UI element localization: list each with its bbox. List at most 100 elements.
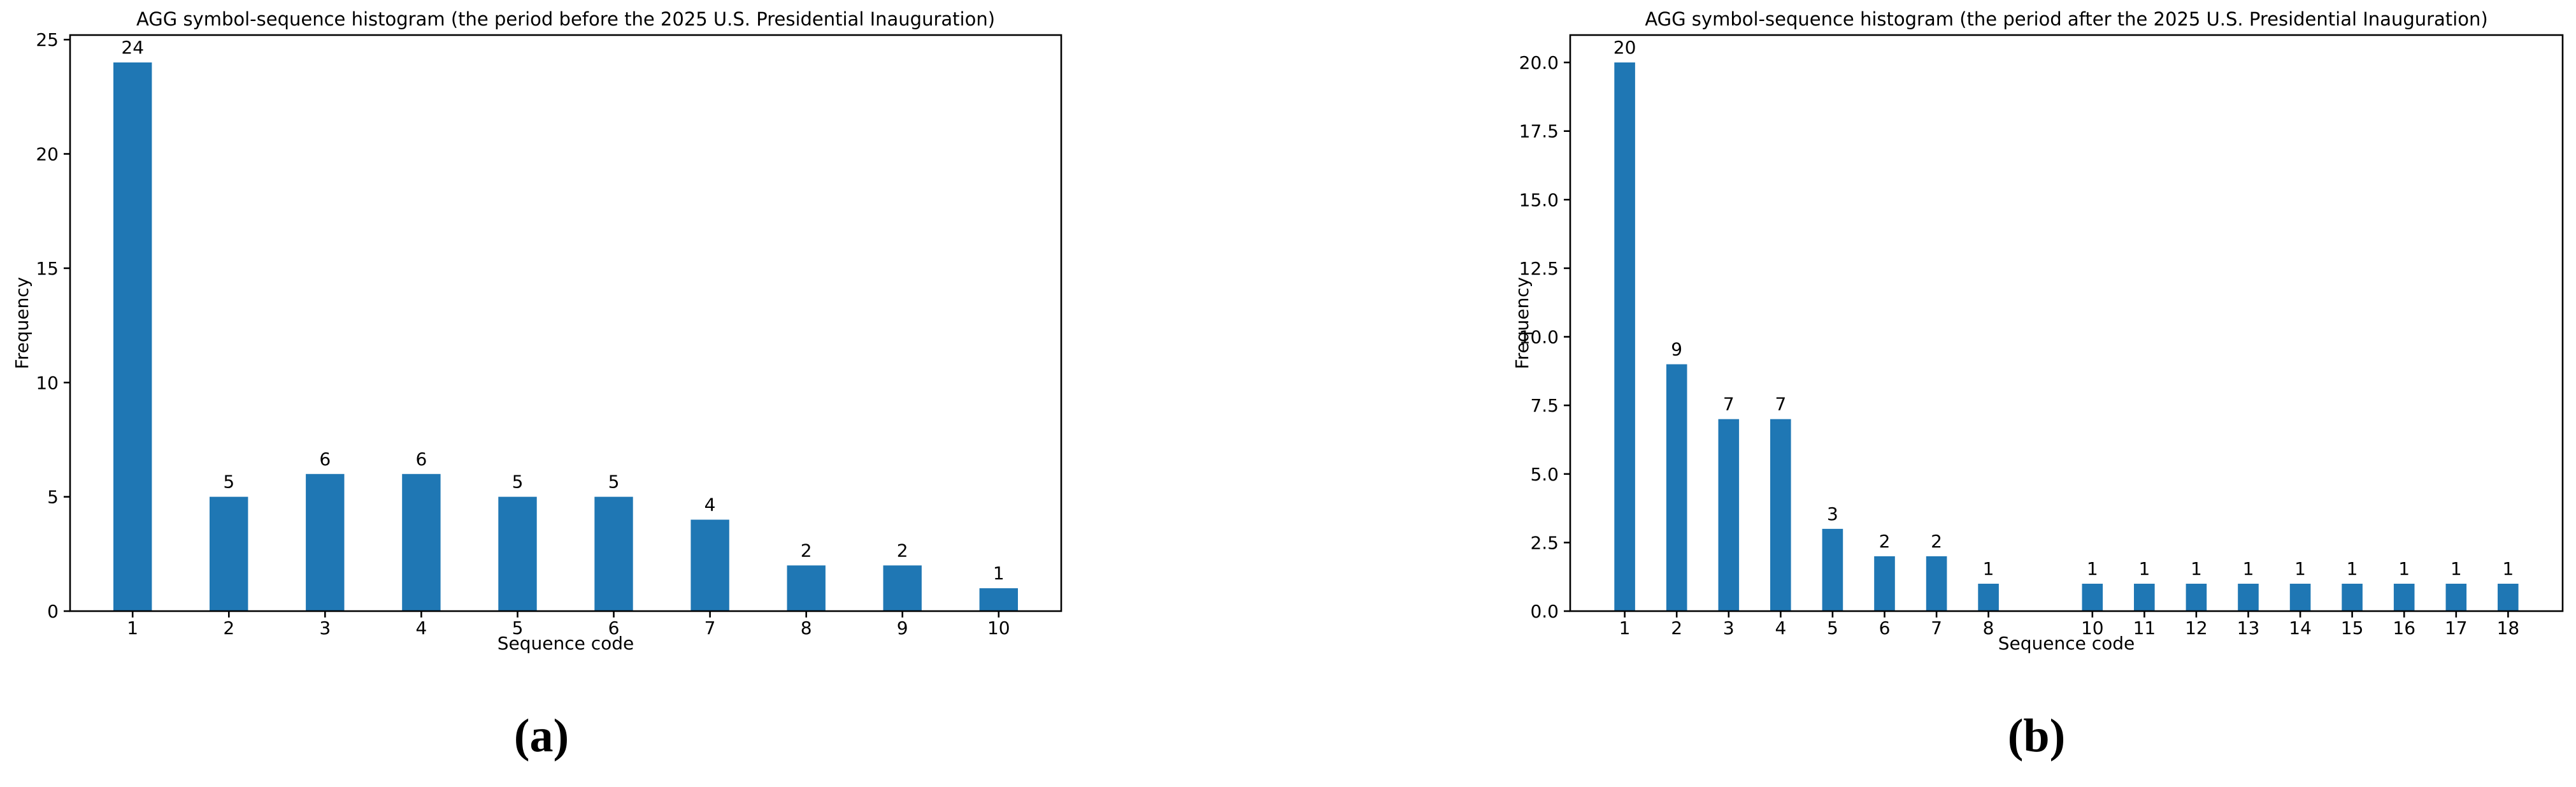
- bar: [2134, 584, 2155, 611]
- x-tick-label: 7: [705, 617, 716, 639]
- bar-value-label: 5: [223, 472, 234, 493]
- x-tick-label: 14: [2289, 617, 2312, 639]
- x-tick-label: 6: [1879, 617, 1891, 639]
- bar: [2342, 584, 2363, 611]
- y-tick-label: 20.0: [1519, 52, 1559, 73]
- y-tick-label: 17.5: [1519, 121, 1559, 142]
- x-tick-label: 3: [1723, 617, 1735, 639]
- bar-value-label: 6: [415, 449, 427, 470]
- bar: [2186, 584, 2207, 611]
- bar-value-label: 5: [608, 472, 620, 493]
- bar: [979, 588, 1018, 611]
- bar: [2238, 584, 2259, 611]
- bar-value-label: 3: [1827, 503, 1838, 524]
- x-tick-label: 5: [1827, 617, 1838, 639]
- x-tick-label: 18: [2497, 617, 2520, 639]
- chart-title: AGG symbol-sequence histogram (the perio…: [136, 8, 995, 30]
- bar-value-label: 24: [121, 37, 144, 58]
- y-tick-label: 7.5: [1530, 395, 1559, 416]
- bar-value-label: 1: [2294, 558, 2306, 579]
- bar: [1926, 556, 1947, 611]
- bar: [402, 473, 441, 611]
- y-tick-label: 25: [36, 29, 59, 50]
- bar: [2289, 584, 2311, 611]
- bar-value-label: 2: [1931, 531, 1942, 552]
- bar-value-label: 6: [319, 449, 331, 470]
- x-tick-label: 12: [2185, 617, 2208, 639]
- bar-value-label: 1: [2398, 558, 2410, 579]
- bar: [1874, 556, 1895, 611]
- panel-a: 24 5 6 6 5 5 4 2 2 1 0 5 10 15 20 25 1 2 3 4 5 6 7 8 9 10 AGG symb…: [0, 0, 1083, 787]
- bar: [1978, 584, 1999, 611]
- bar-value-label: 1: [1983, 558, 1994, 579]
- bar: [1614, 62, 1635, 611]
- y-tick-label: 0.0: [1530, 601, 1559, 622]
- bar-value-label: 1: [2502, 558, 2514, 579]
- bar-value-label: 9: [1671, 339, 1682, 360]
- chart-title: AGG symbol-sequence histogram (the perio…: [1645, 8, 2487, 30]
- bar-value-label: 2: [1879, 531, 1891, 552]
- bar-value-label: 1: [2087, 558, 2098, 579]
- bar: [2082, 584, 2103, 611]
- bar: [498, 496, 537, 611]
- bar: [2498, 584, 2519, 611]
- y-tick-label: 5: [47, 487, 59, 508]
- y-tick-label: 15.0: [1519, 189, 1559, 210]
- bar-value-label: 1: [2191, 558, 2202, 579]
- bar: [306, 473, 345, 611]
- axes-box: [69, 34, 1063, 612]
- y-tick-label: 5.0: [1530, 464, 1559, 485]
- x-tick-label: 3: [319, 617, 331, 639]
- bar-value-label: 7: [1723, 394, 1735, 415]
- bar-value-label: 5: [512, 472, 524, 493]
- bar: [1770, 419, 1791, 611]
- bar-value-label: 20: [1614, 37, 1636, 58]
- x-tick-label: 7: [1931, 617, 1942, 639]
- x-tick-label: 6: [608, 617, 620, 639]
- panel-b: 20 9 7 7 3 2 2 1 1 1 1 1 1 1 1 1 1 0.0 2.5 5.0 7.5 10.0 12.5 15…: [1497, 0, 2576, 787]
- bar: [210, 496, 248, 611]
- y-axis-label: Frequency: [11, 277, 32, 370]
- y-tick-label: 10.0: [1519, 327, 1559, 348]
- figure-caption-a: (a): [513, 710, 569, 762]
- bar: [113, 62, 152, 611]
- x-tick-label: 10: [987, 617, 1010, 639]
- bar: [883, 565, 922, 611]
- x-tick-label: 11: [2133, 617, 2156, 639]
- y-tick-label: 2.5: [1530, 532, 1559, 553]
- bar-value-label: 1: [2347, 558, 2358, 579]
- bar: [2393, 584, 2415, 611]
- x-tick-label: 16: [2393, 617, 2415, 639]
- axes-box: [1569, 34, 2564, 612]
- y-tick-label: 10: [36, 372, 59, 393]
- x-tick-label: 15: [2341, 617, 2364, 639]
- x-tick-label: 8: [801, 617, 812, 639]
- y-tick-label: 0: [47, 601, 59, 622]
- x-tick-label: 9: [897, 617, 908, 639]
- x-tick-label: 5: [512, 617, 524, 639]
- x-tick-label: 1: [127, 617, 138, 639]
- x-tick-label: 17: [2445, 617, 2468, 639]
- x-tick-label: 2: [223, 617, 234, 639]
- bar: [1666, 364, 1687, 611]
- x-tick-label: 1: [1619, 617, 1631, 639]
- bar-value-label: 4: [705, 495, 716, 516]
- x-tick-label: 4: [415, 617, 427, 639]
- x-tick-label: 8: [1983, 617, 1994, 639]
- x-tick-label: 4: [1775, 617, 1786, 639]
- figure-caption-b: (b): [2007, 710, 2066, 762]
- bar: [1718, 419, 1740, 611]
- y-tick-label: 20: [36, 144, 59, 165]
- bar: [2445, 584, 2467, 611]
- bar-value-label: 1: [2243, 558, 2254, 579]
- bar-value-label: 2: [897, 540, 908, 561]
- bar-value-label: 1: [993, 563, 1005, 584]
- bar-value-label: 1: [2451, 558, 2462, 579]
- bar-value-label: 1: [2138, 558, 2150, 579]
- y-tick-label: 15: [36, 258, 59, 279]
- x-tick-label: 13: [2237, 617, 2260, 639]
- x-tick-label: 10: [2081, 617, 2104, 639]
- bar: [1822, 528, 1843, 611]
